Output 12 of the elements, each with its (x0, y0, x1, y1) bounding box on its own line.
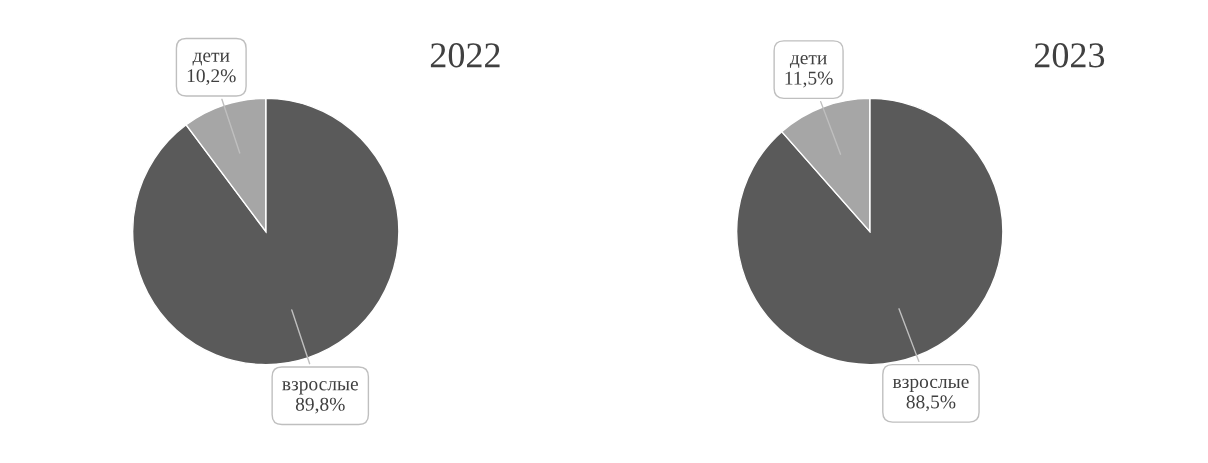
pie-slice (131, 97, 400, 366)
chart-title: 2023 (1034, 43, 1105, 68)
data-label: 88,5% (906, 395, 956, 412)
slice-label: взрослые (892, 378, 969, 393)
data-label: 89,8% (295, 397, 345, 414)
pie-slice (735, 97, 1004, 366)
slice-label: дети (789, 54, 827, 68)
data-label: 11,5% (785, 71, 833, 88)
slice-label: дети (192, 52, 230, 66)
slice-label: взрослые (282, 381, 358, 395)
chart-title: 2022 (430, 43, 500, 68)
data-label: 10,2% (187, 69, 236, 86)
